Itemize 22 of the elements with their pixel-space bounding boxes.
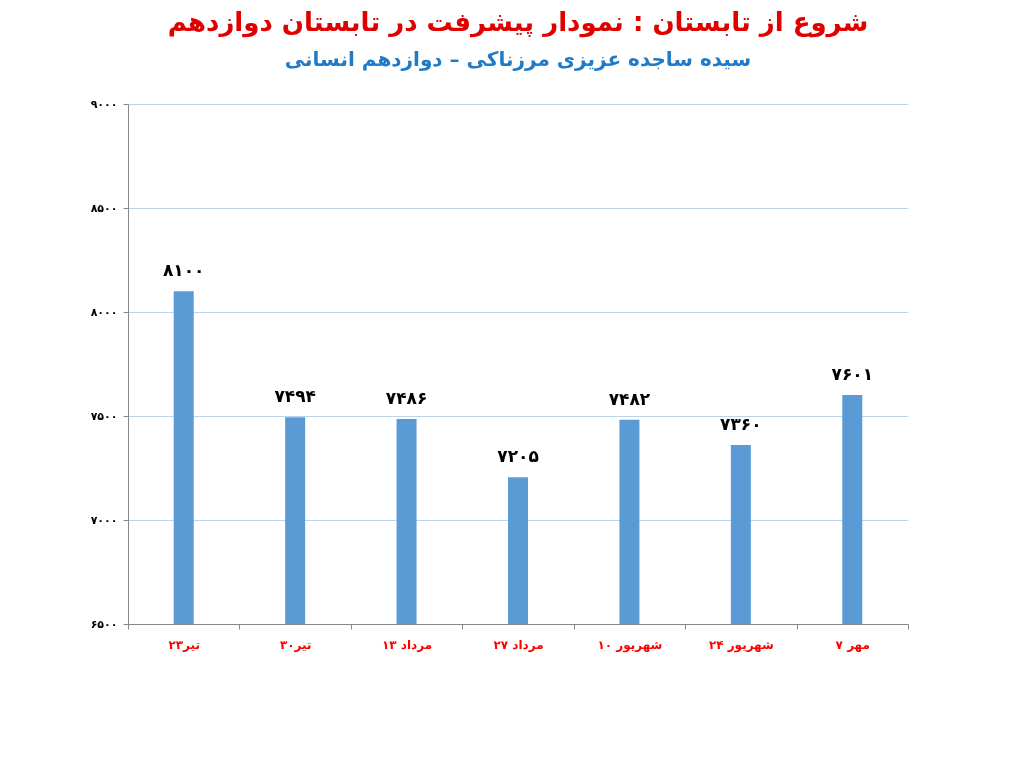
data-label: ۷۶۰۱	[831, 363, 874, 384]
y-tick-label: ۹۰۰۰	[90, 97, 118, 111]
x-tick-label: ۲۳تیر	[168, 637, 200, 652]
y-tick-label: ۷۰۰۰	[90, 513, 118, 527]
chart-subtitle: سیده ساجده عزیزی مرزناکی – دوازدهم انسانی	[284, 47, 752, 71]
x-tick-label: ۱۳ مرداد	[381, 637, 433, 652]
x-tick-label: ۱۰ شهریور	[597, 637, 663, 653]
x-tick-label: ۲۷ مرداد	[493, 637, 544, 652]
data-label: ۸۱۰۰	[162, 260, 205, 281]
y-tick-label: ۸۰۰۰	[90, 305, 118, 319]
x-tick-label: ۲۴ شهریور	[708, 637, 774, 653]
data-label: ۷۴۸۶	[385, 387, 428, 408]
data-label: ۷۴۸۲	[608, 388, 651, 409]
x-tick-label: ۷ مهر	[835, 637, 870, 652]
y-tick-label: ۷۵۰۰	[90, 409, 118, 423]
chart-title: شروع از تابستان : نمودار پیشرفت در تابستان دوازدهم	[167, 7, 869, 38]
x-tick-label: ۳۰تیر	[279, 637, 312, 652]
data-label: ۷۲۰۵	[497, 446, 539, 467]
y-tick-label: ۶۵۰۰	[90, 617, 118, 631]
data-label: ۷۳۶۰	[720, 414, 762, 435]
data-label: ۷۴۹۴	[274, 386, 316, 407]
y-tick-label: ۸۵۰۰	[90, 201, 118, 215]
